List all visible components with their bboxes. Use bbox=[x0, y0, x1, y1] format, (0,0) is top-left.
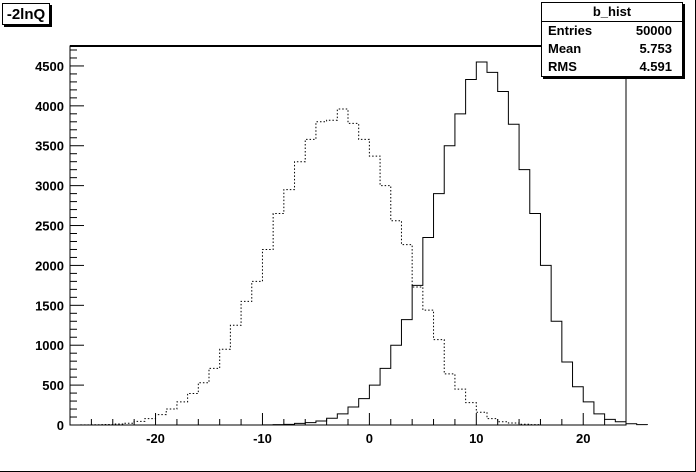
histogram-title-box: -2lnQ bbox=[2, 3, 50, 25]
y-tick-label: 0 bbox=[57, 418, 64, 433]
stats-name: b_hist bbox=[542, 3, 682, 22]
y-tick-label: 4000 bbox=[35, 99, 64, 114]
y-tick-label: 3500 bbox=[35, 139, 64, 154]
x-tick-label: -10 bbox=[253, 431, 272, 446]
x-tick-label: 20 bbox=[576, 431, 590, 446]
stats-label: RMS bbox=[548, 59, 577, 74]
axis-ticks bbox=[69, 49, 627, 426]
x-tick-label: 10 bbox=[469, 431, 483, 446]
y-tick-label: 1000 bbox=[35, 338, 64, 353]
histogram-title: -2lnQ bbox=[6, 5, 46, 23]
y-tick-label: 4500 bbox=[35, 59, 64, 74]
stats-row-mean: Mean 5.753 bbox=[542, 40, 682, 58]
stats-label: Mean bbox=[548, 41, 582, 56]
histogram-solid-series bbox=[261, 61, 648, 426]
y-tick-label: 3000 bbox=[35, 179, 64, 194]
plot-frame bbox=[69, 45, 627, 426]
stats-value: 5.753 bbox=[639, 41, 672, 56]
stats-value: 50000 bbox=[635, 23, 672, 38]
x-tick-label: -20 bbox=[146, 431, 165, 446]
tick-labels: -20 -10 0 10 20 0 500 1000 1500 2000 2500 3000 3500 4… bbox=[35, 59, 590, 446]
stats-value: 4.591 bbox=[639, 59, 672, 74]
y-tick-label: 1500 bbox=[35, 298, 64, 313]
y-tick-label: 2000 bbox=[35, 258, 64, 273]
histogram-dotted-series bbox=[80, 108, 541, 426]
stats-label: Entries bbox=[548, 23, 593, 38]
histogram-series bbox=[80, 61, 648, 426]
stats-row-rms: RMS 4.591 bbox=[542, 58, 682, 76]
y-tick-label: 500 bbox=[42, 378, 64, 393]
stats-box: b_hist Entries 50000 Mean 5.753 RMS 4.59… bbox=[541, 2, 683, 77]
stats-row-entries: Entries 50000 bbox=[542, 22, 682, 40]
y-tick-label: 2500 bbox=[35, 219, 64, 234]
x-tick-label: 0 bbox=[366, 431, 373, 446]
